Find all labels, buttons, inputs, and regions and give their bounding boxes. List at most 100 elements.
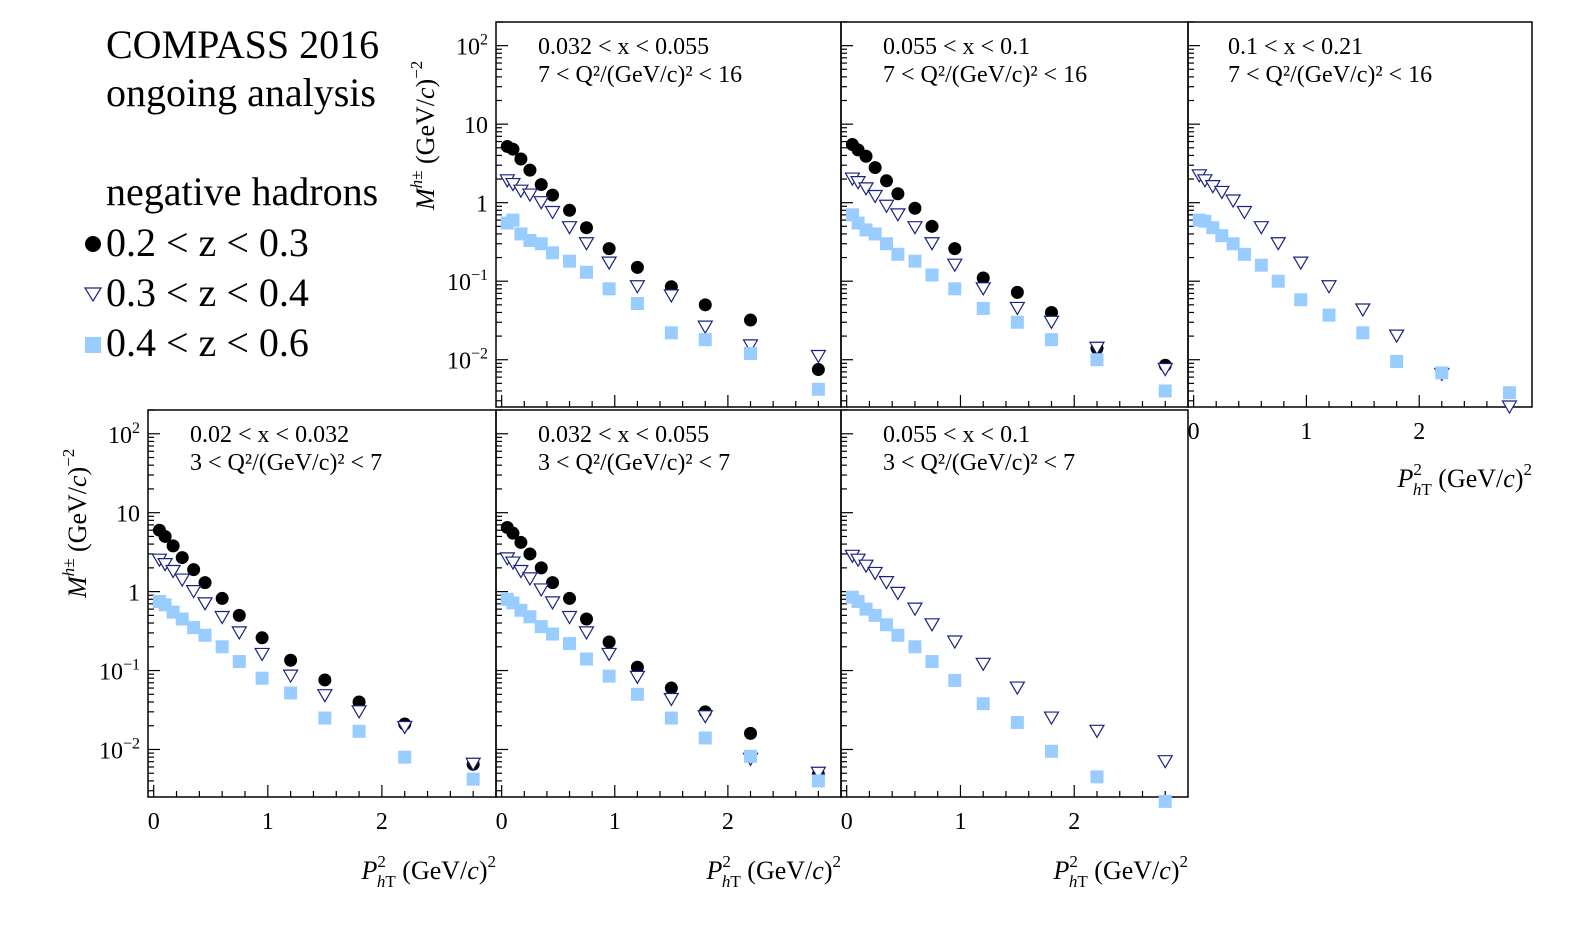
point-z3 xyxy=(255,671,269,685)
point-z3 xyxy=(534,237,548,251)
panel-2: 0.055 < x < 0.17 < Q²/(GeV/c)² < 16 xyxy=(840,21,1189,408)
point-z1 xyxy=(506,526,520,540)
point-z3 xyxy=(232,655,246,669)
point-z1 xyxy=(948,242,962,256)
panel-label-x: 0.02 < x < 0.032 xyxy=(190,422,349,448)
point-z3 xyxy=(1322,308,1336,322)
point-z3 xyxy=(1502,386,1516,400)
legend-heading: negative hadrons xyxy=(106,169,378,214)
point-z1 xyxy=(579,221,593,235)
point-z1 xyxy=(523,547,537,561)
panel-label-x: 0.055 < x < 0.1 xyxy=(883,34,1030,60)
point-z2 xyxy=(533,196,550,210)
point-z3 xyxy=(976,697,990,711)
point-z3 xyxy=(466,772,480,786)
point-z2 xyxy=(889,586,906,601)
point-z1 xyxy=(744,726,758,740)
point-z3 xyxy=(1226,237,1240,251)
point-z1 xyxy=(602,635,616,649)
point-z2 xyxy=(351,705,368,720)
point-z3 xyxy=(1010,315,1024,329)
panel-6: 0 1 2 P2 hT (GeV/c)2 0.055 < x < 0.13 < Q²/(G… xyxy=(840,409,1189,891)
point-z1 xyxy=(976,271,990,285)
legend-marker-z1 xyxy=(85,236,101,252)
point-z3 xyxy=(1044,744,1058,758)
y-axis-title: Mh± (GeV/c)−2 xyxy=(59,449,92,599)
point-z3 xyxy=(215,640,229,654)
point-z2 xyxy=(165,564,182,579)
point-z2 xyxy=(1043,315,1060,330)
point-z2 xyxy=(867,189,884,204)
point-z2 xyxy=(663,692,680,707)
legend-entry-z2: 0.3 < z < 0.4 xyxy=(106,270,309,315)
point-z2 xyxy=(663,289,680,304)
point-z2 xyxy=(697,710,714,724)
point-z2 xyxy=(231,626,248,641)
x-tick-label: 1 xyxy=(609,809,621,835)
panel-label-q2: 7 < Q²/(GeV/c)² < 16 xyxy=(1228,62,1432,88)
point-z2 xyxy=(396,720,413,735)
y-tick-label: 1 xyxy=(476,192,488,218)
point-z3 xyxy=(908,640,922,654)
point-z1 xyxy=(506,142,520,156)
point-z3 xyxy=(187,621,201,635)
point-z2 xyxy=(1009,681,1026,696)
point-z3 xyxy=(664,711,678,725)
point-z3 xyxy=(868,608,882,622)
point-z2 xyxy=(906,602,923,617)
point-z2 xyxy=(906,221,923,235)
panel-label-x: 0.1 < x < 0.21 xyxy=(1228,34,1363,60)
point-z3 xyxy=(398,750,412,764)
point-z1 xyxy=(514,152,528,166)
point-z1 xyxy=(166,539,180,553)
point-z2 xyxy=(1501,400,1518,415)
point-z2 xyxy=(923,237,941,251)
point-z3 xyxy=(1215,229,1229,243)
point-z1 xyxy=(255,631,269,645)
point-z2 xyxy=(923,618,941,632)
point-z2 xyxy=(254,647,271,662)
point-z3 xyxy=(602,282,616,296)
x-tick-label: 1 xyxy=(262,809,274,835)
point-z1 xyxy=(908,201,922,215)
y-tick-label: 102 xyxy=(456,32,488,61)
point-z2 xyxy=(810,349,827,364)
point-z2 xyxy=(1088,724,1106,739)
point-z2 xyxy=(521,188,538,203)
point-z2 xyxy=(889,208,906,223)
x-axis-title: P2 hT (GeV/c)2 xyxy=(706,852,841,891)
point-z2 xyxy=(1270,237,1287,251)
point-z1 xyxy=(880,174,894,188)
point-z2 xyxy=(1088,341,1106,356)
point-z1 xyxy=(318,673,332,687)
panel-label-q2: 3 < Q²/(GeV/c)² < 7 xyxy=(538,450,730,476)
point-z3 xyxy=(546,627,560,641)
point-z3 xyxy=(698,731,712,745)
point-z3 xyxy=(1435,366,1449,380)
point-z3 xyxy=(908,254,922,268)
point-z2 xyxy=(1009,301,1026,316)
point-z2 xyxy=(946,258,963,273)
point-z2 xyxy=(1236,205,1253,220)
x-axis-title: P2 hT (GeV/c)2 xyxy=(1397,460,1532,499)
point-z1 xyxy=(158,529,172,543)
point-z3 xyxy=(811,382,825,396)
point-z1 xyxy=(563,203,577,217)
point-z3 xyxy=(744,749,758,763)
point-z2 xyxy=(601,647,618,662)
panel-4: 10−2 10−1 1 10 102 Mh± (GeV/c)−2 0 1 2 P2 hT (GeV/… xyxy=(59,409,497,891)
panel-label-q2: 7 < Q²/(GeV/c)² < 16 xyxy=(538,62,742,88)
point-z2 xyxy=(174,573,191,588)
panel-label-x: 0.055 < x < 0.1 xyxy=(883,422,1030,448)
y-tick-label: 102 xyxy=(108,420,140,449)
point-z2 xyxy=(1157,755,1174,769)
point-z3 xyxy=(1390,354,1404,368)
point-z1 xyxy=(868,161,882,175)
point-z3 xyxy=(534,620,548,634)
point-z3 xyxy=(1237,247,1251,261)
point-z3 xyxy=(1254,258,1268,272)
point-z3 xyxy=(1158,384,1172,398)
point-z3 xyxy=(891,628,905,642)
point-z3 xyxy=(198,628,212,642)
point-z2 xyxy=(975,657,992,672)
